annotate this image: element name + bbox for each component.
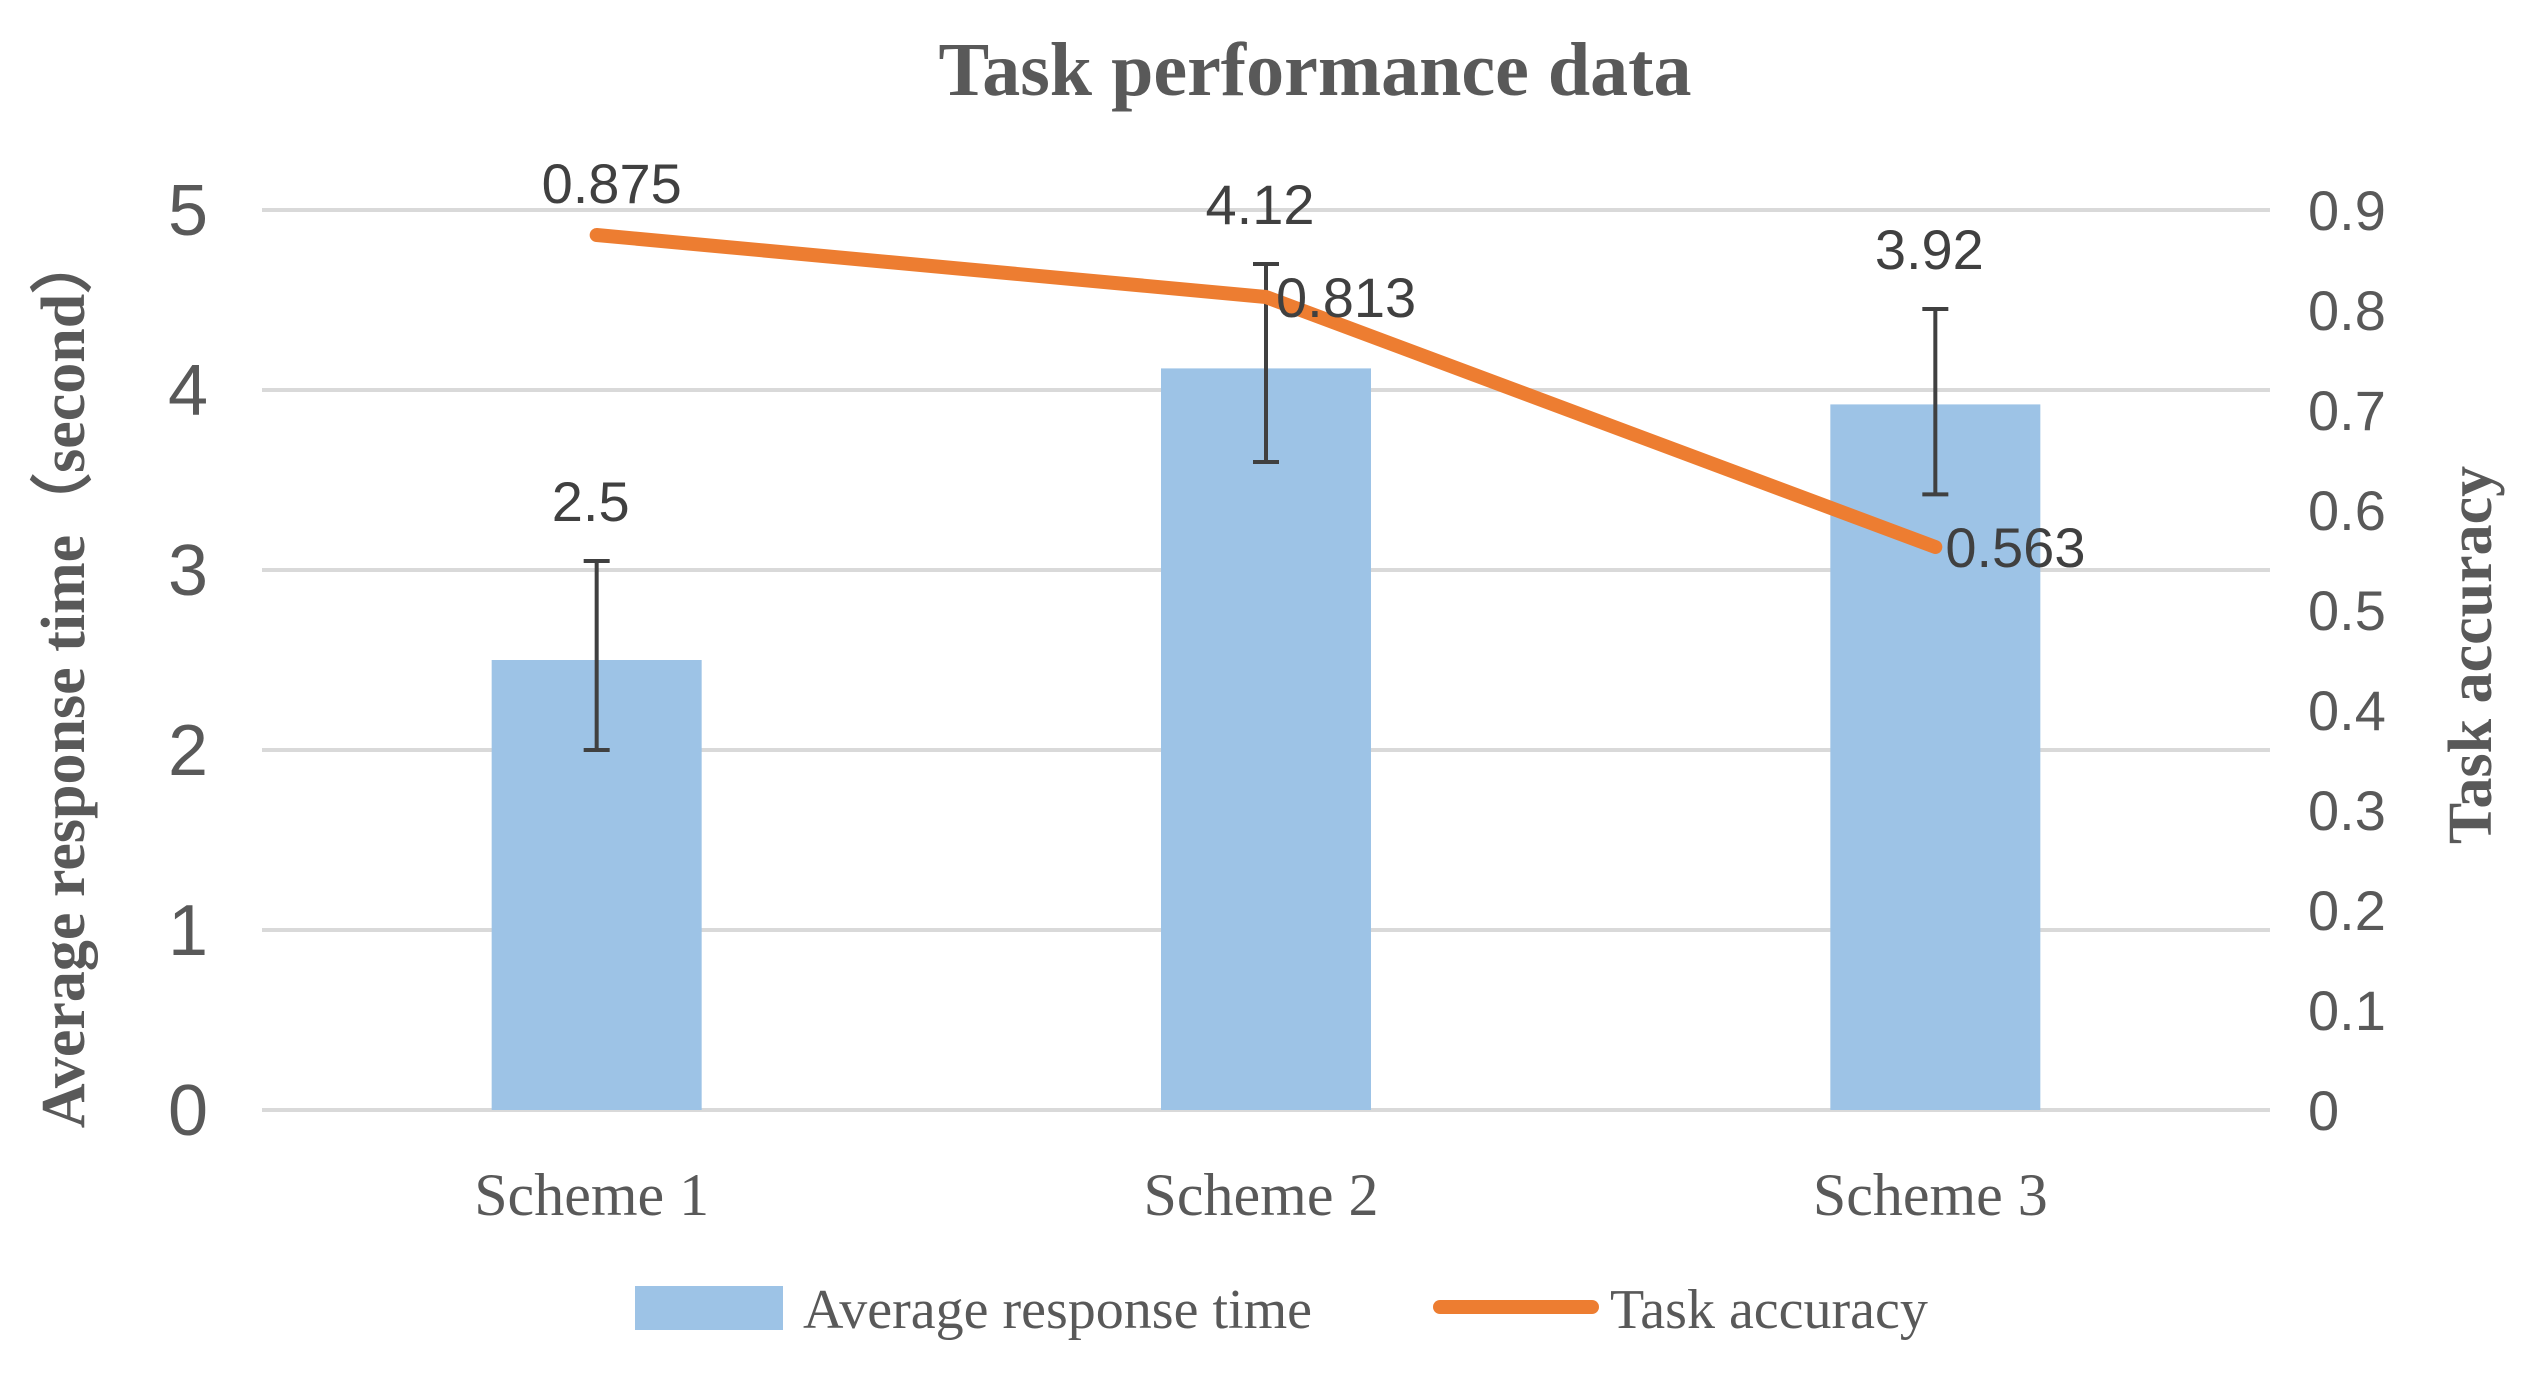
y-tick-label: 2 <box>168 711 208 791</box>
y2-tick-label: 0.5 <box>2308 579 2386 642</box>
legend-label-line: Task accuracy <box>1610 1279 1928 1341</box>
chart-title: Task performance data <box>939 28 1692 112</box>
category-labels: Scheme 1 Scheme 2 Scheme 3 <box>474 1162 2048 1228</box>
bar-value-label: 4.12 <box>1206 173 1315 236</box>
y2-tick-label: 0.4 <box>2308 679 2386 742</box>
y2-tick-label: 0.7 <box>2308 379 2386 442</box>
line-value-label: 0.563 <box>1945 516 2085 579</box>
y2-tick-label: 0 <box>2308 1079 2339 1142</box>
bar-value-label: 2.5 <box>552 470 630 533</box>
data-labels: 2.5 4.12 3.92 0.875 0.813 0.563 <box>542 152 2086 579</box>
y-axis-title: Average response time（second） <box>28 232 98 1129</box>
y-tick-label: 5 <box>168 171 208 251</box>
bar <box>1830 404 2041 1110</box>
y-tick-label: 3 <box>168 531 208 611</box>
line-point <box>593 232 600 238</box>
left-axis-ticks: 0 1 2 3 4 5 <box>168 171 208 1151</box>
bar <box>1161 368 1371 1110</box>
error-bars <box>583 262 1949 752</box>
y-tick-label: 0 <box>168 1071 208 1151</box>
x-tick-label: Scheme 1 <box>474 1162 709 1228</box>
x-tick-label: Scheme 2 <box>1144 1162 1379 1228</box>
y2-tick-label: 0.1 <box>2308 979 2386 1042</box>
legend-label-bar: Average response time <box>803 1279 1312 1341</box>
x-tick-label: Scheme 3 <box>1813 1162 2048 1228</box>
y2-tick-label: 0.3 <box>2308 779 2386 842</box>
line-point <box>1932 544 1939 550</box>
y2-tick-label: 0.8 <box>2308 279 2386 342</box>
y-tick-label: 4 <box>168 351 208 431</box>
line-point <box>1263 294 1269 300</box>
legend: Average response time Task accuracy <box>635 1279 1928 1341</box>
y2-axis-title: Task accuracy <box>2437 466 2505 844</box>
legend-swatch-bar <box>635 1286 783 1330</box>
y-tick-label: 1 <box>168 891 208 971</box>
y2-tick-label: 0.2 <box>2308 879 2386 942</box>
line-series <box>589 228 1943 554</box>
bar-value-label: 3.92 <box>1875 218 1984 281</box>
bar-series <box>491 368 2041 1110</box>
line-value-label: 0.875 <box>542 152 682 215</box>
right-axis-ticks: 0 0.1 0.2 0.3 0.4 0.5 0.6 0.7 0.8 0.9 <box>2308 179 2386 1142</box>
line-value-label: 0.813 <box>1276 266 1416 329</box>
y2-tick-label: 0.6 <box>2308 479 2386 542</box>
y2-tick-label: 0.9 <box>2308 179 2386 242</box>
